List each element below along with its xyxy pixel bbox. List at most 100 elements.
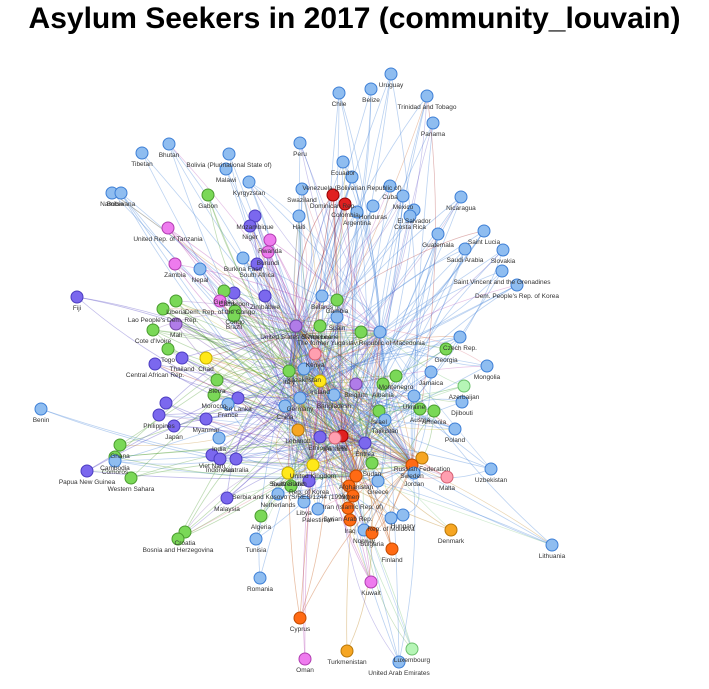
node-liberia[interactable]	[169, 294, 183, 308]
node-ukraine[interactable]	[407, 389, 421, 403]
node-oman[interactable]	[298, 652, 312, 666]
node-argentina[interactable]	[350, 205, 364, 219]
node-kyrgyzstan[interactable]	[242, 175, 256, 189]
node-palestinian[interactable]	[311, 502, 325, 516]
node-ghana[interactable]	[113, 438, 127, 452]
node-czechrep[interactable]	[453, 330, 467, 344]
node-indonesia[interactable]	[213, 452, 227, 466]
node-mexico[interactable]	[396, 189, 410, 203]
node-turkmenistan[interactable]	[340, 644, 354, 658]
node-bhutan[interactable]	[162, 137, 176, 151]
node-bosnia[interactable]	[171, 532, 185, 546]
node-trinidad[interactable]	[420, 89, 434, 103]
node-saintlucia[interactable]	[477, 224, 491, 238]
node-comoros[interactable]	[108, 454, 122, 468]
node-greece[interactable]	[371, 474, 385, 488]
node-botswana[interactable]	[114, 186, 128, 200]
node-somalia[interactable]	[328, 431, 342, 445]
node-macedonia[interactable]	[354, 325, 368, 339]
node-jamaica[interactable]	[424, 365, 438, 379]
node-peru[interactable]	[293, 136, 307, 150]
node-srilanka[interactable]	[231, 391, 245, 405]
node-zambia[interactable]	[168, 257, 182, 271]
node-uzbekistan[interactable]	[484, 462, 498, 476]
node-jordan[interactable]	[407, 466, 421, 480]
node-finland[interactable]	[385, 542, 399, 556]
node-sierraleone[interactable]	[313, 319, 327, 333]
node-sweden2[interactable]	[373, 325, 387, 339]
node-swaziland[interactable]	[295, 182, 309, 196]
node-panama[interactable]	[426, 116, 440, 130]
node-laos[interactable]	[156, 302, 170, 316]
node-slovakia[interactable]	[496, 243, 510, 257]
node-algeria[interactable]	[254, 509, 268, 523]
node-moldova[interactable]	[384, 511, 398, 525]
node-djibouti[interactable]	[455, 395, 469, 409]
node-morocco[interactable]	[207, 388, 221, 402]
node-sudan[interactable]	[365, 456, 379, 470]
node-libya[interactable]	[297, 495, 311, 509]
node-lithuania[interactable]	[545, 538, 559, 552]
node-hungary[interactable]	[396, 508, 410, 522]
node-azerbaijan[interactable]	[457, 379, 471, 393]
node-rwanda[interactable]	[263, 233, 277, 247]
node-kazakhstan[interactable]	[297, 362, 311, 376]
node-gambia[interactable]	[330, 293, 344, 307]
node-guatemala[interactable]	[431, 227, 445, 241]
node-germany[interactable]	[293, 391, 307, 405]
node-niger[interactable]	[243, 219, 257, 233]
node-belgium[interactable]	[349, 377, 363, 391]
node-honduras[interactable]	[366, 199, 380, 213]
node-netherlands[interactable]	[271, 487, 285, 501]
node-colombia[interactable]	[338, 197, 352, 211]
node-montenegro[interactable]	[389, 369, 403, 383]
node-brazil[interactable]	[227, 309, 241, 323]
node-tajikistan[interactable]	[378, 413, 392, 427]
node-luxembourg[interactable]	[405, 642, 419, 656]
node-belarus[interactable]	[315, 289, 329, 303]
node-afghanistan[interactable]	[349, 469, 363, 483]
node-car[interactable]	[148, 357, 162, 371]
node-philippines[interactable]	[152, 408, 166, 422]
node-poland[interactable]	[448, 422, 462, 436]
node-drc[interactable]	[213, 294, 227, 308]
node-austria[interactable]	[413, 402, 427, 416]
node-romania[interactable]	[253, 571, 267, 585]
node-switzerland[interactable]	[281, 466, 295, 480]
node-nicaragua[interactable]	[454, 190, 468, 204]
node-tunisia[interactable]	[249, 532, 263, 546]
node-ecuador[interactable]	[336, 155, 350, 169]
node-unitedkingdom[interactable]	[306, 458, 320, 472]
node-chad[interactable]	[199, 351, 213, 365]
node-albania[interactable]	[376, 377, 390, 391]
node-armenia[interactable]	[427, 404, 441, 418]
node-gabon[interactable]	[201, 188, 215, 202]
node-gabon2[interactable]	[159, 396, 173, 410]
node-bolivia[interactable]	[222, 147, 236, 161]
node-ireland[interactable]	[313, 374, 327, 388]
node-burundi[interactable]	[261, 245, 275, 259]
node-cyprus[interactable]	[293, 611, 307, 625]
node-southafrica[interactable]	[250, 257, 264, 271]
node-costarica[interactable]	[403, 209, 417, 223]
node-saudiarabia[interactable]	[458, 242, 472, 256]
node-sierra2[interactable]	[210, 373, 224, 387]
node-kenya[interactable]	[308, 347, 322, 361]
node-papua[interactable]	[80, 464, 94, 478]
node-chile[interactable]	[332, 86, 346, 100]
node-eritrea[interactable]	[358, 436, 372, 450]
node-togo[interactable]	[161, 342, 175, 356]
node-dprk[interactable]	[510, 278, 524, 292]
node-italy[interactable]	[282, 364, 296, 378]
node-tanzania[interactable]	[161, 221, 175, 235]
node-zimbabwe[interactable]	[258, 289, 272, 303]
node-malaysia[interactable]	[220, 491, 234, 505]
node-uruguay[interactable]	[384, 67, 398, 81]
node-mali[interactable]	[169, 317, 183, 331]
node-stvincent[interactable]	[495, 264, 509, 278]
node-ethiopia[interactable]	[313, 430, 327, 444]
node-georgia[interactable]	[439, 342, 453, 356]
node-spain[interactable]	[330, 310, 344, 324]
node-iraq2[interactable]	[343, 513, 357, 527]
